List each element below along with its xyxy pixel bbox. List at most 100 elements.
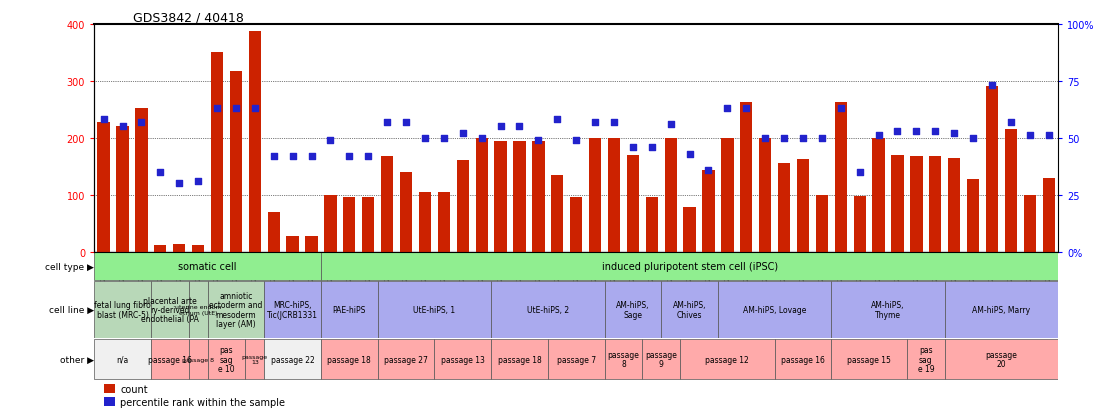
Text: cell line ▶: cell line ▶ — [49, 305, 94, 314]
FancyBboxPatch shape — [718, 281, 831, 338]
Bar — [1043, 178, 1055, 252]
Point — [1002, 119, 1019, 126]
FancyBboxPatch shape — [188, 281, 207, 338]
Point — [171, 180, 188, 187]
Bar — [740, 102, 752, 252]
Bar — [268, 212, 280, 252]
Bar — [721, 138, 733, 252]
Text: AM-hiPS,
Chives: AM-hiPS, Chives — [673, 301, 706, 319]
Text: pas
sag
e 19: pas sag e 19 — [917, 346, 934, 373]
Point — [189, 178, 207, 185]
Point — [907, 128, 925, 135]
Point — [152, 169, 170, 176]
Point — [757, 135, 774, 142]
Point — [661, 121, 679, 128]
Point — [586, 119, 604, 126]
Bar — [967, 179, 979, 252]
Point — [738, 106, 756, 112]
Bar — [815, 195, 828, 252]
Bar — [608, 138, 620, 252]
FancyBboxPatch shape — [265, 281, 321, 338]
Point — [492, 124, 510, 131]
FancyBboxPatch shape — [321, 281, 378, 338]
Point — [378, 119, 396, 126]
Point — [624, 144, 642, 151]
Text: passage 27: passage 27 — [384, 355, 428, 364]
Point — [794, 135, 812, 142]
Text: passage 12: passage 12 — [706, 355, 749, 364]
Point — [680, 151, 698, 157]
Bar — [173, 244, 185, 252]
Text: placental arte
ry-derived
endothelial (PA: placental arte ry-derived endothelial (P… — [141, 296, 198, 323]
Bar — [325, 195, 337, 252]
Point — [246, 106, 264, 112]
Point — [926, 128, 944, 135]
Bar — [494, 141, 506, 252]
Text: UtE-hiPS, 1: UtE-hiPS, 1 — [413, 305, 455, 314]
FancyBboxPatch shape — [188, 339, 207, 380]
FancyBboxPatch shape — [378, 281, 491, 338]
Bar — [778, 164, 790, 252]
Text: passage
20: passage 20 — [985, 350, 1017, 368]
Point — [530, 137, 547, 144]
Text: passage
9: passage 9 — [645, 350, 677, 368]
Bar — [551, 175, 563, 252]
Text: other ▶: other ▶ — [60, 355, 94, 364]
Bar — [475, 138, 488, 252]
Bar — [702, 171, 715, 252]
Point — [718, 106, 736, 112]
Bar — [419, 192, 431, 252]
Point — [511, 124, 529, 131]
Text: PAE-hiPS: PAE-hiPS — [332, 305, 366, 314]
Point — [265, 153, 283, 160]
Point — [302, 153, 320, 160]
Bar — [589, 138, 602, 252]
Bar — [1024, 195, 1036, 252]
FancyBboxPatch shape — [680, 339, 774, 380]
Bar — [104, 384, 115, 393]
Text: pas
sag
e 10: pas sag e 10 — [218, 346, 235, 373]
Text: fetal lung fibro
blast (MRC-5): fetal lung fibro blast (MRC-5) — [94, 301, 151, 319]
Text: induced pluripotent stem cell (iPSC): induced pluripotent stem cell (iPSC) — [602, 261, 778, 271]
Point — [983, 83, 1001, 90]
Bar — [192, 245, 204, 252]
Text: MRC-hiPS,
Tic(JCRB1331: MRC-hiPS, Tic(JCRB1331 — [267, 301, 318, 319]
Text: UtE-hiPS, 2: UtE-hiPS, 2 — [526, 305, 568, 314]
FancyBboxPatch shape — [151, 339, 188, 380]
Bar — [930, 157, 942, 252]
Bar — [872, 138, 884, 252]
Text: cell type ▶: cell type ▶ — [45, 262, 94, 271]
FancyBboxPatch shape — [245, 339, 265, 380]
Point — [567, 137, 585, 144]
Text: amniotic
ectoderm and
mesoderm
layer (AM): amniotic ectoderm and mesoderm layer (AM… — [209, 291, 263, 328]
Point — [321, 137, 339, 144]
FancyBboxPatch shape — [661, 281, 718, 338]
Point — [889, 128, 906, 135]
Bar — [343, 198, 356, 252]
Point — [133, 119, 151, 126]
FancyBboxPatch shape — [321, 252, 1058, 280]
FancyBboxPatch shape — [207, 281, 265, 338]
FancyBboxPatch shape — [907, 339, 945, 380]
Point — [1039, 133, 1057, 140]
Bar — [834, 102, 847, 252]
Point — [340, 153, 358, 160]
Bar — [911, 157, 923, 252]
Bar — [154, 245, 166, 252]
FancyBboxPatch shape — [94, 339, 151, 380]
Point — [208, 106, 226, 112]
Text: somatic cell: somatic cell — [178, 261, 237, 271]
Bar — [438, 192, 450, 252]
Point — [605, 119, 623, 126]
FancyBboxPatch shape — [434, 339, 491, 380]
FancyBboxPatch shape — [774, 339, 831, 380]
Text: passage
13: passage 13 — [242, 354, 268, 364]
Point — [699, 167, 717, 173]
Point — [359, 153, 377, 160]
Text: passage 18: passage 18 — [328, 355, 371, 364]
FancyBboxPatch shape — [151, 281, 188, 338]
FancyBboxPatch shape — [945, 339, 1058, 380]
Point — [945, 131, 963, 137]
Bar — [948, 158, 961, 252]
FancyBboxPatch shape — [378, 339, 434, 380]
